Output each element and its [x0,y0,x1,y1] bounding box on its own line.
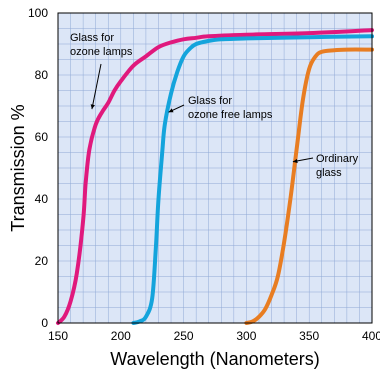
x-tick-label: 350 [299,329,319,343]
annotation-label: ozone lamps [70,46,133,58]
annotation-arrowhead [90,104,95,110]
annotation-label: Glass for [70,32,114,44]
y-tick-label: 100 [28,6,48,20]
y-axis-title: Transmission % [8,104,28,231]
y-tick-label: 20 [35,254,49,268]
x-axis-title: Wavelength (Nanometers) [110,349,319,369]
series-line-ozone-free-lamp-glass [131,34,374,325]
annotation-label: Glass for [188,95,232,107]
y-tick-label: 80 [35,68,49,82]
y-tick-labels: 0 20 40 60 80 100 [28,6,48,330]
annotation-label: Ordinary [316,153,359,165]
plot-frame [57,12,373,324]
series-line-ozone-lamp-glass [56,28,374,325]
annotation-label: ozone free lamps [188,109,273,121]
data-series [56,28,374,325]
annotation-ordinary-glass: Ordinary glass [292,153,359,179]
annotation-label: glass [316,167,342,179]
y-tick-label: 60 [35,130,49,144]
x-tick-label: 250 [174,329,194,343]
x-tick-label: 150 [48,329,68,343]
grid-lines [57,12,373,324]
annotation-arrowhead [168,108,174,113]
series-line-ordinary-glass [244,47,374,325]
y-tick-label: 0 [41,316,48,330]
annotation-ozone-free-lamp-glass: Glass for ozone free lamps [168,95,273,121]
y-tick-label: 40 [35,192,49,206]
annotations: Glass for ozone lamps Glass for ozone free … [70,32,359,179]
annotation-arrowhead [292,158,298,164]
annotation-ozone-lamp-glass: Glass for ozone lamps [70,32,133,110]
x-tick-label: 300 [236,329,256,343]
x-tick-labels: 150 200 250 300 350 400 [48,329,380,343]
x-tick-label: 200 [111,329,131,343]
annotation-arrow [91,63,102,110]
x-tick-label: 400 [362,329,380,343]
